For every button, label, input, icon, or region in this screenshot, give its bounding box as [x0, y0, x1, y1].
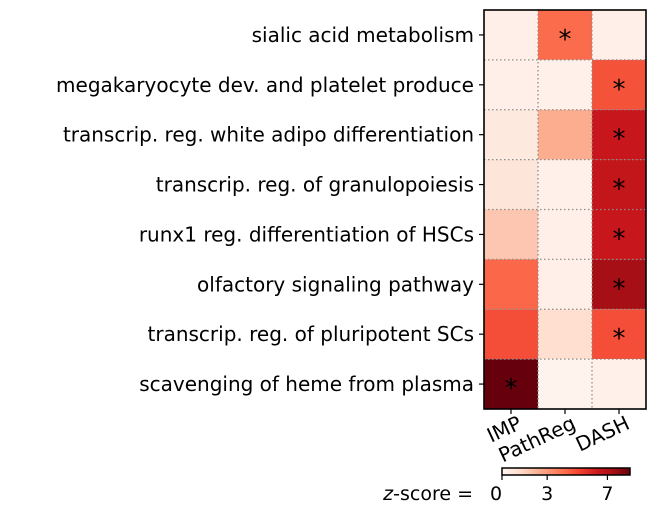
heatmap-cell — [484, 209, 538, 260]
row-label: sialic acid metabolism — [252, 23, 474, 47]
colorbar-tick-label: 7 — [601, 483, 613, 505]
heatmap-grid — [484, 10, 646, 409]
significance-star: * — [613, 324, 626, 354]
colorbar — [501, 467, 631, 476]
heatmap-cell — [484, 159, 538, 210]
row-label: scavenging of heme from plasma — [139, 372, 474, 396]
colorbar-ticks: 0 3 7 — [490, 475, 613, 505]
heatmap-cell — [592, 259, 646, 310]
heatmap-cell — [538, 159, 592, 210]
heatmap-cell — [592, 10, 646, 60]
significance-star: * — [613, 274, 626, 304]
heatmap-cell — [538, 259, 592, 310]
row-label: megakaryocyte dev. and platelet produce — [56, 73, 474, 97]
heatmap-cell — [538, 209, 592, 260]
row-labels: sialic acid metabolism megakaryocyte dev.… — [56, 23, 484, 396]
row-label: transcrip. reg. white adipo differentiat… — [63, 123, 474, 147]
heatmap-cell — [484, 10, 538, 60]
heatmap-cell — [592, 109, 646, 160]
heatmap-cell — [592, 59, 646, 110]
row-label: transcrip. reg. of pluripotent SCs — [148, 322, 474, 346]
heatmap-cell — [592, 209, 646, 260]
heatmap-cell — [538, 359, 592, 409]
column-label: DASH — [572, 411, 633, 457]
significance-star: * — [613, 125, 626, 155]
row-label: olfactory signaling pathway — [197, 272, 474, 296]
heatmap-cell — [484, 259, 538, 310]
significance-markers: * * * * * * * * — [505, 25, 626, 404]
significance-star: * — [505, 374, 518, 404]
colorbar-label: z-score = — [382, 483, 473, 505]
heatmap-cell — [484, 59, 538, 110]
heatmap-cell — [484, 109, 538, 160]
row-label: transcrip. reg. of granulopoiesis — [156, 173, 474, 197]
heatmap-cells — [484, 10, 646, 409]
heatmap-cell — [538, 10, 592, 60]
heatmap-cell — [484, 309, 538, 360]
colorbar-gradient — [501, 467, 631, 476]
colorbar-tick-label: 0 — [490, 483, 502, 505]
heatmap-cell — [538, 309, 592, 360]
heatmap-cell — [538, 109, 592, 160]
heatmap-cell — [592, 309, 646, 360]
significance-star: * — [613, 224, 626, 254]
significance-star: * — [559, 25, 572, 55]
heatmap-cell — [484, 359, 538, 409]
significance-star: * — [613, 175, 626, 205]
heatmap-cell — [592, 359, 646, 409]
colorbar-label-text: -score = — [393, 483, 473, 505]
row-label: runx1 reg. differentiation of HSCs — [139, 222, 474, 246]
heatmap-cell — [592, 159, 646, 210]
heatmap-cell — [538, 59, 592, 110]
colorbar-label-variable: z — [382, 483, 394, 505]
significance-star: * — [613, 75, 626, 105]
colorbar-tick-label: 3 — [541, 483, 553, 505]
